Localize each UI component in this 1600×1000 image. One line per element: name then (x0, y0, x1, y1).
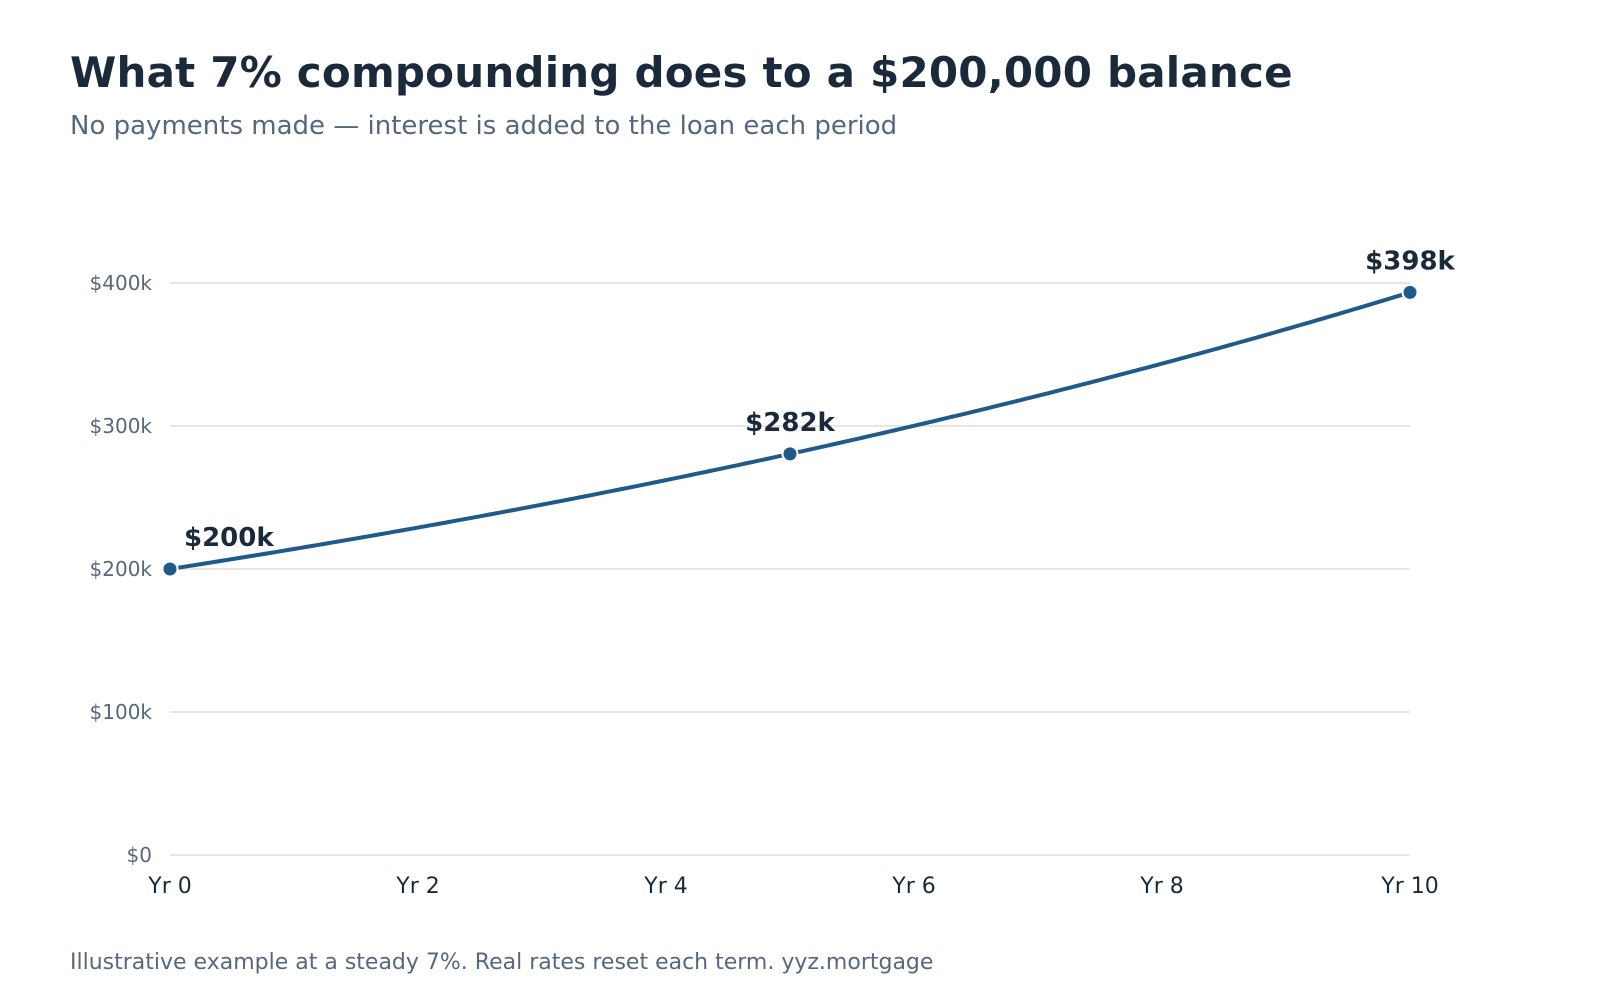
y-axis-ticks: $0 $100k $200k $300k $400k (90, 271, 153, 867)
data-points (161, 283, 1419, 578)
data-point (161, 560, 179, 578)
x-tick-label: Yr 10 (1380, 874, 1438, 899)
y-tick-label: $0 (127, 843, 152, 867)
x-tick-label: Yr 4 (643, 874, 687, 899)
y-tick-label: $100k (90, 700, 153, 724)
gridlines (170, 282, 1410, 856)
x-tick-label: Yr 0 (147, 874, 191, 899)
y-tick-label: $300k (90, 414, 153, 438)
point-labels: $200k $282k $398k (184, 246, 1456, 553)
point-value-label: $398k (1365, 246, 1455, 276)
chart-title: What 7% compounding does to a $200,000 b… (70, 48, 1293, 97)
x-axis-ticks: Yr 0 Yr 2 Yr 4 Yr 6 Yr 8 Yr 10 (147, 874, 1438, 899)
point-value-label: $282k (745, 408, 835, 438)
point-value-label: $200k (184, 523, 274, 553)
y-tick-label: $400k (90, 271, 153, 295)
data-point (781, 445, 799, 463)
chart-subtitle: No payments made — interest is added to … (70, 111, 898, 141)
x-tick-label: Yr 6 (891, 874, 935, 899)
data-point (1401, 283, 1419, 301)
x-tick-label: Yr 8 (1139, 874, 1183, 899)
footnote: Illustrative example at a steady 7%. Rea… (70, 950, 934, 975)
x-tick-label: Yr 2 (395, 874, 439, 899)
y-tick-label: $200k (90, 557, 153, 581)
